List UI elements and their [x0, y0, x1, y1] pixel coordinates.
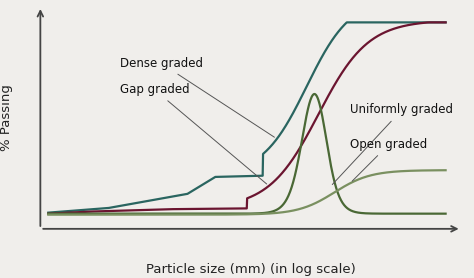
Text: % Passing: % Passing: [0, 84, 13, 151]
Text: Dense graded: Dense graded: [120, 57, 274, 137]
Text: Uniformly graded: Uniformly graded: [332, 103, 453, 185]
Text: Gap graded: Gap graded: [120, 83, 267, 184]
Text: Particle size (mm) (in log scale): Particle size (mm) (in log scale): [146, 263, 356, 275]
Text: Open graded: Open graded: [350, 138, 428, 181]
